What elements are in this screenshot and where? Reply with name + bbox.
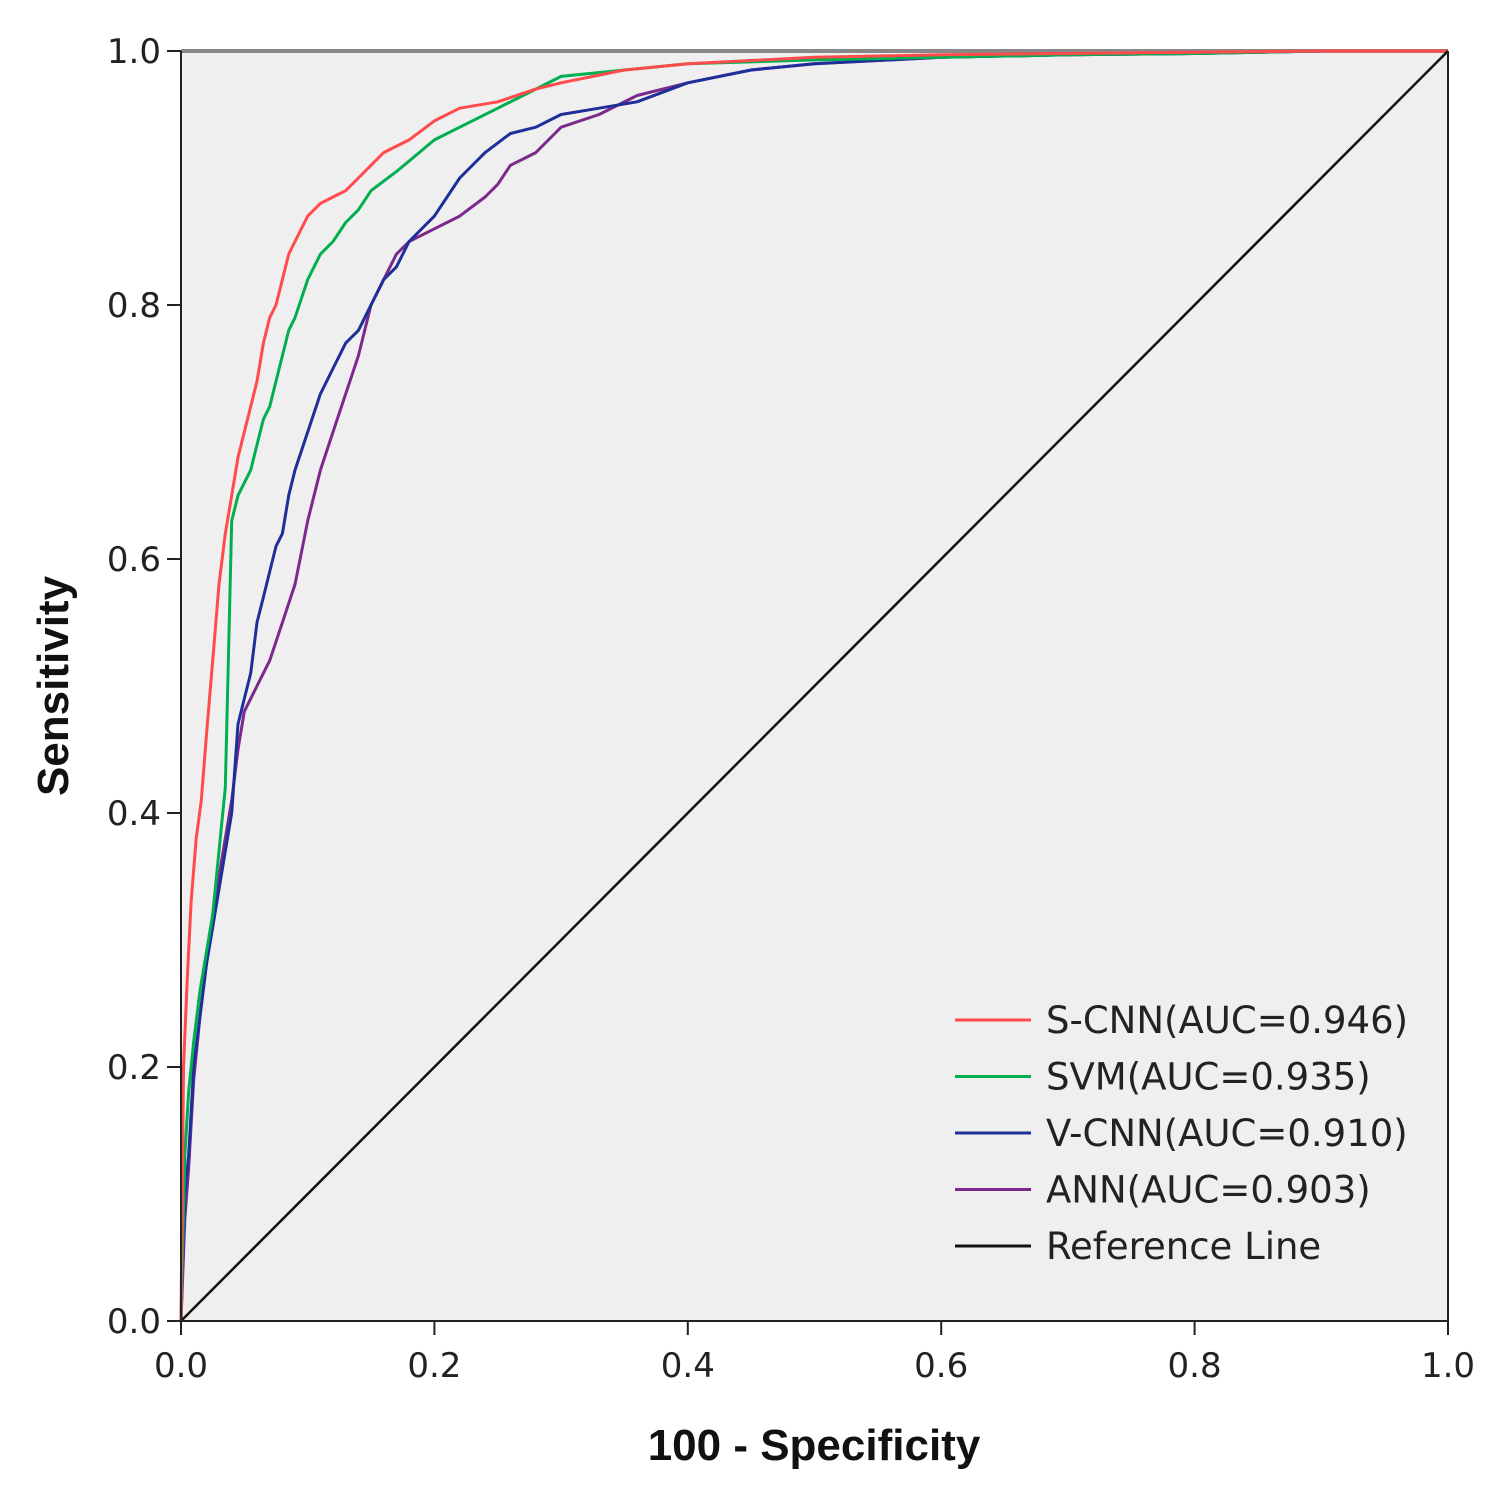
x-tick-label: 0.4 xyxy=(661,1346,715,1386)
y-tick-label: 0.0 xyxy=(107,1302,161,1342)
series-layer xyxy=(179,49,1449,1322)
y-tick-label: 1.0 xyxy=(107,32,161,72)
x-tick-label: 0.2 xyxy=(407,1346,461,1386)
y-tick-label: 0.4 xyxy=(107,794,161,834)
legend-label-svm: SVM(AUC=0.935) xyxy=(1046,1056,1371,1099)
y-tick-label: 0.6 xyxy=(107,540,161,580)
y-ticks: 0.0 0.2 0.4 0.6 0.8 1.0 xyxy=(107,32,181,1342)
x-ticks: 0.0 0.2 0.4 0.6 0.8 1.0 xyxy=(154,1321,1475,1386)
x-axis-title: 100 - Specificity xyxy=(648,1421,981,1470)
x-tick-label: 1.0 xyxy=(1421,1346,1475,1386)
x-tick-label: 0.8 xyxy=(1168,1346,1222,1386)
y-tick-label: 0.8 xyxy=(107,286,161,326)
legend-label-v-cnn: V-CNN(AUC=0.910) xyxy=(1046,1112,1408,1155)
series-line-reference-line xyxy=(180,50,1449,1322)
series-line-s-cnn xyxy=(179,49,1448,1322)
legend-label-reference-line: Reference Line xyxy=(1046,1225,1321,1268)
x-tick-label: 0.0 xyxy=(154,1346,208,1386)
legend: S-CNN(AUC=0.946) SVM(AUC=0.935) V-CNN(AUC=… xyxy=(955,999,1408,1268)
y-axis-title: Sensitivity xyxy=(29,575,78,796)
x-tick-label: 0.6 xyxy=(914,1346,968,1386)
series-line-v-cnn xyxy=(179,49,1448,1322)
y-tick-label: 0.2 xyxy=(107,1048,161,1088)
legend-label-s-cnn: S-CNN(AUC=0.946) xyxy=(1046,999,1408,1042)
legend-label-ann: ANN(AUC=0.903) xyxy=(1046,1169,1371,1212)
axes-layer xyxy=(180,51,1449,1322)
